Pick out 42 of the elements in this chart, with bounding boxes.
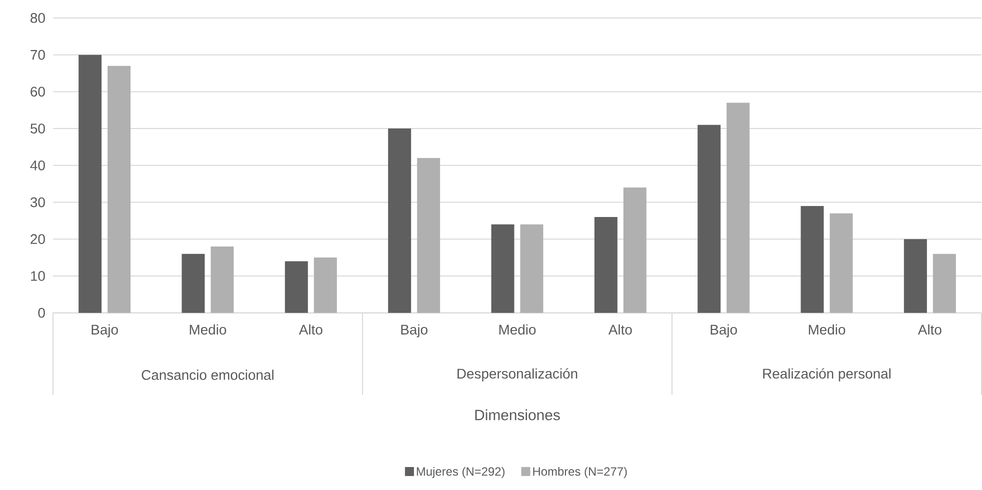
bar [623,188,646,313]
x-tick-label: Bajo [710,324,737,338]
bar [726,102,750,313]
bar [594,217,618,313]
x-tick-label: Alto [298,324,322,335]
x-tick-label: Alto [918,324,942,335]
text: Cansancio emocional [142,370,274,380]
y-tick-label: 10 [31,271,45,282]
bar [417,158,440,313]
x-tick-label: Medio [499,324,536,335]
x-tick-label: Bajo [401,324,428,338]
y-tick-label: 80 [30,13,45,24]
legend-label: Mujeres (N=292) [416,467,504,478]
bar [108,66,131,313]
x-tick-label: Alto [608,324,632,335]
x-tick-label: Bajo [92,324,118,338]
y-tick-label: 20 [30,234,45,244]
text: Realización personal [763,368,890,382]
y-tick-label: 30 [30,197,45,208]
x-tick-label: Medio [190,324,226,335]
bar [932,254,956,313]
bar [182,254,205,313]
legend-label: Hombres (N=277) [533,467,627,478]
y-tick-label: 50 [30,124,45,134]
x-axis-title: Dimensiones [475,409,560,420]
bar [78,54,102,313]
bar [698,124,721,313]
bar [314,258,337,313]
y-tick-label: 0 [38,308,45,318]
y-tick-label: 60 [30,86,45,97]
text: Despersonalización [458,368,578,382]
bar [904,239,927,313]
bar [210,246,234,313]
bar [830,213,853,313]
bar [520,224,544,313]
y-tick-label: 70 [30,50,45,60]
bar [284,261,308,313]
bar [388,128,412,313]
bar [491,224,514,313]
y-tick-label: 40 [30,160,45,170]
x-tick-label: Medio [808,324,846,335]
bar [800,206,824,313]
